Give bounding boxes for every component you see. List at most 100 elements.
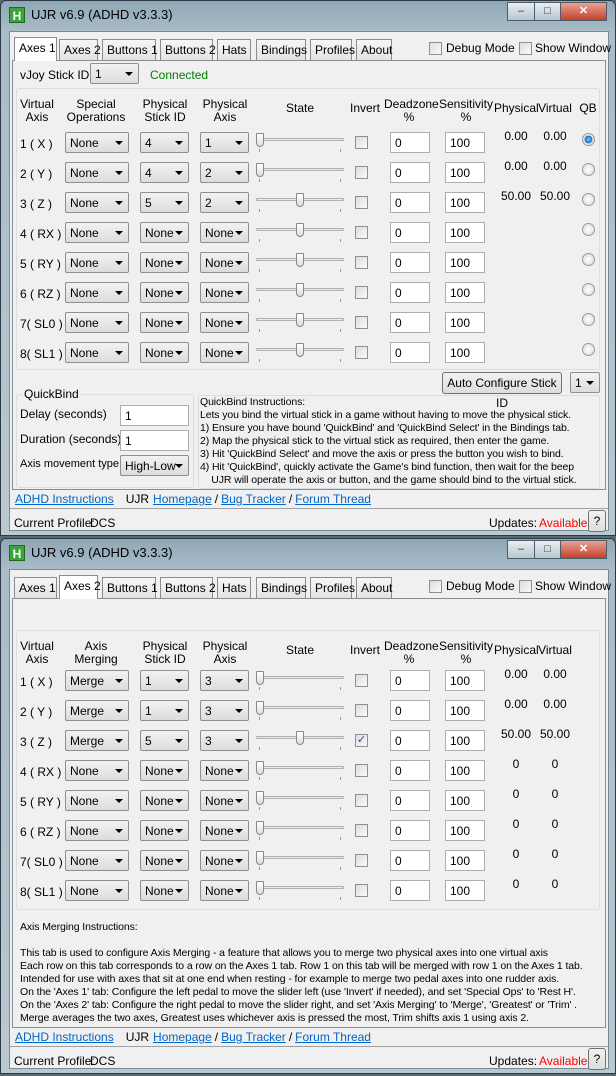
state-slider[interactable]: [256, 880, 344, 904]
slider-thumb[interactable]: [256, 701, 264, 715]
duration-input[interactable]: 1: [120, 430, 189, 451]
qb-radio[interactable]: [582, 223, 595, 236]
minimize-button[interactable]: –: [507, 2, 535, 21]
qb-radio[interactable]: [582, 283, 595, 296]
homepage-link[interactable]: Homepage: [153, 492, 212, 506]
close-button[interactable]: ✕: [560, 540, 607, 559]
qb-radio[interactable]: [582, 133, 595, 146]
sensitivity-input[interactable]: 100: [445, 670, 485, 691]
physical-axis-select[interactable]: 2: [200, 192, 249, 213]
tab-axes-2[interactable]: Axes 2: [59, 575, 101, 599]
help-button[interactable]: ?: [588, 1048, 606, 1070]
slider-thumb[interactable]: [296, 313, 304, 327]
physical-stick-id-select[interactable]: 5: [140, 730, 189, 751]
state-slider[interactable]: [256, 670, 344, 694]
tab-about[interactable]: About: [356, 577, 392, 598]
qb-radio[interactable]: [582, 163, 595, 176]
deadzone-input[interactable]: 0: [390, 252, 430, 273]
state-slider[interactable]: [256, 700, 344, 724]
physical-axis-select[interactable]: None: [200, 880, 249, 901]
invert-checkbox[interactable]: [355, 884, 368, 897]
qb-radio[interactable]: [582, 313, 595, 326]
axis-merging-select[interactable]: Merge: [65, 730, 129, 751]
physical-stick-id-select[interactable]: None: [140, 790, 189, 811]
invert-checkbox[interactable]: [355, 346, 368, 359]
physical-axis-select[interactable]: 2: [200, 162, 249, 183]
slider-thumb[interactable]: [256, 791, 264, 805]
auto-configure-stick-select[interactable]: 1: [570, 372, 600, 393]
tab-hats[interactable]: Hats: [217, 577, 251, 598]
tab-hats[interactable]: Hats: [217, 39, 251, 60]
slider-thumb[interactable]: [256, 881, 264, 895]
maximize-button[interactable]: □: [534, 2, 561, 21]
invert-checkbox[interactable]: [355, 256, 368, 269]
state-slider[interactable]: [256, 730, 344, 754]
tab-buttons-2[interactable]: Buttons 2: [160, 577, 216, 598]
physical-axis-select[interactable]: None: [200, 312, 249, 333]
state-slider[interactable]: [256, 192, 344, 216]
physical-stick-id-select[interactable]: None: [140, 760, 189, 781]
deadzone-input[interactable]: 0: [390, 760, 430, 781]
deadzone-input[interactable]: 0: [390, 670, 430, 691]
homepage-link[interactable]: Homepage: [153, 1030, 212, 1044]
slider-thumb[interactable]: [256, 133, 264, 147]
slider-thumb[interactable]: [296, 253, 304, 267]
physical-stick-id-select[interactable]: None: [140, 252, 189, 273]
qb-radio[interactable]: [582, 253, 595, 266]
forum-thread-link[interactable]: Forum Thread: [295, 1030, 371, 1044]
forum-thread-link[interactable]: Forum Thread: [295, 492, 371, 506]
deadzone-input[interactable]: 0: [390, 850, 430, 871]
special-operations-select[interactable]: None: [65, 162, 129, 183]
sensitivity-input[interactable]: 100: [445, 880, 485, 901]
physical-axis-select[interactable]: None: [200, 850, 249, 871]
slider-thumb[interactable]: [256, 671, 264, 685]
bug-tracker-link[interactable]: Bug Tracker: [221, 1030, 286, 1044]
tab-profiles[interactable]: Profiles: [310, 39, 355, 60]
tab-about[interactable]: About: [356, 39, 392, 60]
special-operations-select[interactable]: None: [65, 282, 129, 303]
help-button[interactable]: ?: [588, 510, 606, 532]
tab-buttons-1[interactable]: Buttons 1: [102, 577, 158, 598]
physical-axis-select[interactable]: None: [200, 252, 249, 273]
slider-thumb[interactable]: [256, 851, 264, 865]
sensitivity-input[interactable]: 100: [445, 700, 485, 721]
tab-bindings[interactable]: Bindings: [256, 577, 307, 598]
deadzone-input[interactable]: 0: [390, 162, 430, 183]
invert-checkbox[interactable]: [355, 794, 368, 807]
special-operations-select[interactable]: None: [65, 342, 129, 363]
special-operations-select[interactable]: None: [65, 312, 129, 333]
axis-merging-select[interactable]: None: [65, 820, 129, 841]
deadzone-input[interactable]: 0: [390, 342, 430, 363]
invert-checkbox[interactable]: [355, 166, 368, 179]
deadzone-input[interactable]: 0: [390, 790, 430, 811]
slider-thumb[interactable]: [256, 761, 264, 775]
state-slider[interactable]: [256, 342, 344, 366]
tab-bindings[interactable]: Bindings: [256, 39, 307, 60]
physical-axis-select[interactable]: 3: [200, 700, 249, 721]
physical-axis-select[interactable]: 3: [200, 670, 249, 691]
physical-stick-id-select[interactable]: 4: [140, 132, 189, 153]
tab-axes-1[interactable]: Axes 1: [14, 37, 57, 61]
invert-checkbox[interactable]: [355, 764, 368, 777]
special-operations-select[interactable]: None: [65, 252, 129, 273]
invert-checkbox[interactable]: [355, 674, 368, 687]
deadzone-input[interactable]: 0: [390, 192, 430, 213]
maximize-button[interactable]: □: [534, 540, 561, 559]
close-button[interactable]: ✕: [560, 2, 607, 21]
invert-checkbox[interactable]: [355, 854, 368, 867]
sensitivity-input[interactable]: 100: [445, 192, 485, 213]
sensitivity-input[interactable]: 100: [445, 222, 485, 243]
state-slider[interactable]: [256, 312, 344, 336]
qb-radio[interactable]: [582, 193, 595, 206]
invert-checkbox[interactable]: ✓: [355, 734, 368, 747]
physical-stick-id-select[interactable]: None: [140, 342, 189, 363]
special-operations-select[interactable]: None: [65, 132, 129, 153]
slider-thumb[interactable]: [296, 731, 304, 745]
physical-stick-id-select[interactable]: None: [140, 282, 189, 303]
sensitivity-input[interactable]: 100: [445, 760, 485, 781]
physical-axis-select[interactable]: None: [200, 222, 249, 243]
axis-merging-select[interactable]: None: [65, 790, 129, 811]
debug-mode-checkbox[interactable]: [429, 42, 442, 55]
slider-thumb[interactable]: [256, 163, 264, 177]
physical-stick-id-select[interactable]: 1: [140, 670, 189, 691]
